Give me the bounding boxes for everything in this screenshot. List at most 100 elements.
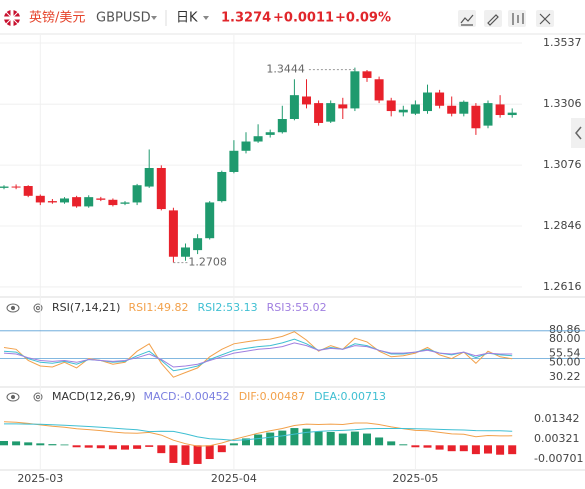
macd-icons[interactable] [6,392,43,402]
high-annotation: 1.3444 [266,63,305,76]
macd-bar [459,445,468,452]
legend-entry: MACD:-0.00452 [144,390,230,403]
candle-body [265,132,275,135]
series-line [3,331,513,378]
candle-body [120,202,130,204]
low-annotation: 1.2708 [188,256,227,269]
candle-body [11,186,21,188]
macd-bar [338,433,347,446]
macd-bar [278,430,287,446]
y-tick-label: 0.00321 [534,432,580,445]
candle-body [108,199,118,206]
y-tick-label: 80.86 [549,323,581,336]
rsi-icons[interactable] [6,303,43,313]
legend-entry: RSI3:55.02 [267,301,327,314]
y-tick-label: 0.01342 [534,412,580,425]
candle-body [205,202,215,239]
macd-bar [24,442,33,446]
candle-body [447,105,457,114]
y-tick-label: -0.00701 [534,452,583,465]
candle-body [423,92,432,112]
macd-bar [217,445,226,453]
macd-bar [181,445,190,465]
macd-bar [387,441,396,446]
y-tick-label: 1.3076 [543,158,582,171]
macd-bar [399,444,408,446]
candle-body [495,104,505,116]
pair-title[interactable]: 英镑/美元 [29,10,85,26]
collapse-button[interactable] [571,118,585,148]
candle-body [23,186,33,196]
legend-entry: RSI2:53.13 [198,301,258,314]
y-tick-label: 30.22 [549,370,581,383]
x-tick-label: 2025-03 [17,472,63,485]
candle-body [302,96,311,105]
period[interactable]: 日K [176,11,198,26]
candle-body [193,238,203,251]
candle-body [507,112,517,116]
macd-bar [411,445,420,448]
candle-body [435,92,445,106]
macd-bar [169,445,178,463]
macd-bar [290,428,299,446]
flag-icon [4,10,20,26]
toolbar[interactable] [458,10,554,27]
change-pct: +0.09% [335,11,391,26]
candle-body [72,197,82,207]
macd-bar [471,445,480,455]
macd-bar [12,441,21,446]
macd-bar [133,445,142,449]
series-line [3,342,513,368]
macd-bar [484,445,492,454]
macd-bar [496,445,505,455]
y-tick-label: 1.3537 [543,36,582,49]
macd-bar [350,431,359,446]
dropdown-arrow[interactable] [151,16,157,20]
y-tick-label: 1.3306 [543,97,582,110]
series-line [3,421,513,447]
macd-bar [326,431,335,446]
symbol[interactable]: GBPUSD [96,11,151,26]
y-tick-label: 1.2616 [543,280,582,293]
candle-body [132,185,142,203]
macd-bar [193,445,202,464]
candle-body [459,101,469,114]
macd-bar [266,432,275,446]
candle-body [217,171,227,202]
y-tick-label: 1.2846 [543,219,582,232]
macd-bar [108,445,117,450]
macd-bar [242,438,250,446]
candle-body [96,198,106,200]
macd-bar [363,433,371,446]
macd-bar [254,434,263,446]
candle-body [60,198,69,203]
macd-bar [229,443,238,446]
y-tick-label: 50.00 [549,355,581,368]
indicator-title: RSI(7,14,21) [52,301,120,314]
candle-body [47,201,57,203]
candle-body [471,105,481,129]
macd-bar [121,445,129,450]
candle-body [362,71,372,78]
candle-body [229,150,239,172]
macd-bar [0,440,8,446]
candle-body [241,141,251,151]
candle-body [168,210,178,257]
candle-body [326,103,336,122]
macd-bar [314,431,323,446]
macd-bar [60,444,69,446]
x-tick-label: 2025-05 [392,472,438,485]
macd-bar [435,445,444,450]
candle-body [338,104,348,109]
macd-bar [36,443,45,446]
change: +0.0011 [273,11,334,26]
legend-entry: RSI1:49.82 [128,301,188,314]
candle-body [374,79,384,101]
legend-entry: DEA:0.00713 [314,390,386,403]
candle-body [398,109,408,113]
dropdown-arrow[interactable] [203,16,209,20]
macd-bar [205,445,214,460]
y-tick-label: 80.00 [549,332,581,345]
candle-body [181,247,190,257]
